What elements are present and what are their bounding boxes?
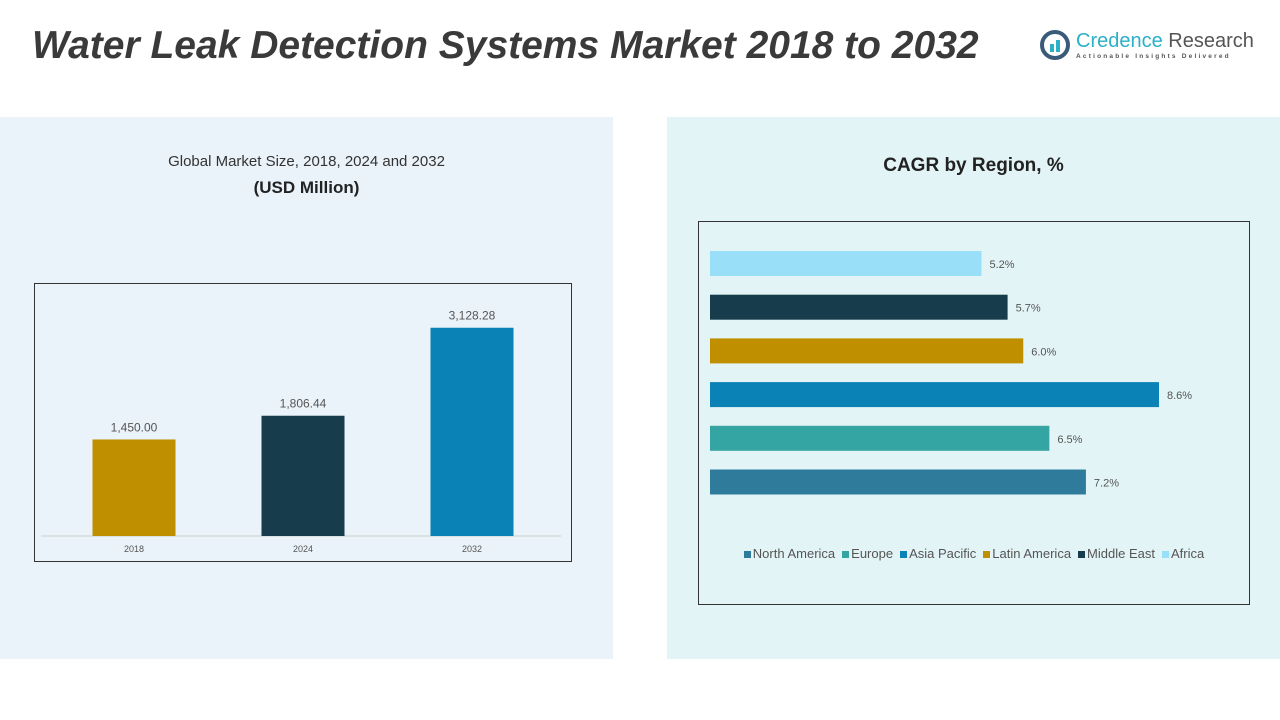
data-label: 8.6% (1167, 390, 1192, 402)
legend-label: Europe (851, 546, 894, 561)
data-label: 6.0% (1031, 346, 1056, 358)
bar-europe (710, 425, 1050, 451)
left-chart-frame: 1,450.00 2018 1,806.44 2024 3,128.28 2032 (34, 283, 572, 562)
logo-name-b: Research (1162, 30, 1254, 52)
left-chart-subtitle: (USD Million) (253, 178, 360, 197)
legend-label: Asia Pacific (909, 546, 977, 561)
legend-swatch (900, 551, 908, 558)
tick-label: 2032 (462, 544, 482, 554)
logo-name-a: Credence (1076, 30, 1163, 52)
right-chart-title: CAGR by Region, % (883, 155, 1064, 176)
market-size-chart: 1,450.00 2018 1,806.44 2024 3,128.28 2032 (41, 309, 561, 554)
bar-africa (710, 251, 982, 276)
legend-swatch (842, 551, 850, 558)
page-title: Water Leak Detection Systems Market 2018… (32, 24, 979, 67)
bar-asia-pacific (710, 382, 1159, 408)
data-label: 1,450.00 (111, 420, 158, 434)
legend-label: Africa (1170, 546, 1205, 561)
tick-label: 2018 (124, 544, 144, 554)
data-label: 6.5% (1057, 434, 1082, 446)
bar-middle-east (710, 294, 1008, 320)
legend-label: Middle East (1087, 546, 1155, 561)
legend-item: Middle East (1078, 546, 1155, 561)
cagr-legend: North America Europe Asia Pacific Latin Ame… (700, 546, 1248, 561)
data-label: 5.7% (1016, 303, 1041, 315)
right-chart-frame: 5.2% 5.7% 6.0% 8.6% 6.5% 7.2% (698, 221, 1250, 605)
bar-2024 (261, 415, 345, 536)
bar-north-america (710, 469, 1086, 495)
data-label: 3,128.28 (449, 309, 496, 323)
legend-label: Latin America (992, 546, 1072, 561)
data-label: 5.2% (989, 259, 1014, 271)
bar-2018 (92, 439, 176, 536)
logo-icon (1040, 30, 1070, 60)
logo-tagline: Actionable Insights Delivered (1076, 53, 1231, 60)
legend-item: Africa (1161, 546, 1205, 561)
legend-swatch (983, 551, 991, 558)
bar-latin-america (710, 338, 1024, 364)
logo: Credence Research Actionable Insights De… (1040, 30, 1254, 60)
legend-item: Europe (842, 546, 893, 561)
legend-item: North America (743, 546, 836, 561)
legend-swatch (1078, 551, 1086, 558)
legend-swatch (1161, 551, 1169, 558)
data-label: 7.2% (1094, 478, 1119, 490)
tick-label: 2024 (293, 544, 313, 554)
legend-item: Asia Pacific (900, 546, 976, 561)
legend-label: North America (752, 546, 836, 561)
legend-item: Latin America (983, 546, 1071, 561)
left-chart-title: Global Market Size, 2018, 2024 and 2032 (168, 153, 445, 170)
cagr-chart: 5.2% 5.7% 6.0% 8.6% 6.5% 7.2% (710, 251, 1192, 495)
data-label: 1,806.44 (280, 397, 327, 411)
legend-swatch (743, 551, 751, 558)
bar-2032 (430, 327, 514, 536)
